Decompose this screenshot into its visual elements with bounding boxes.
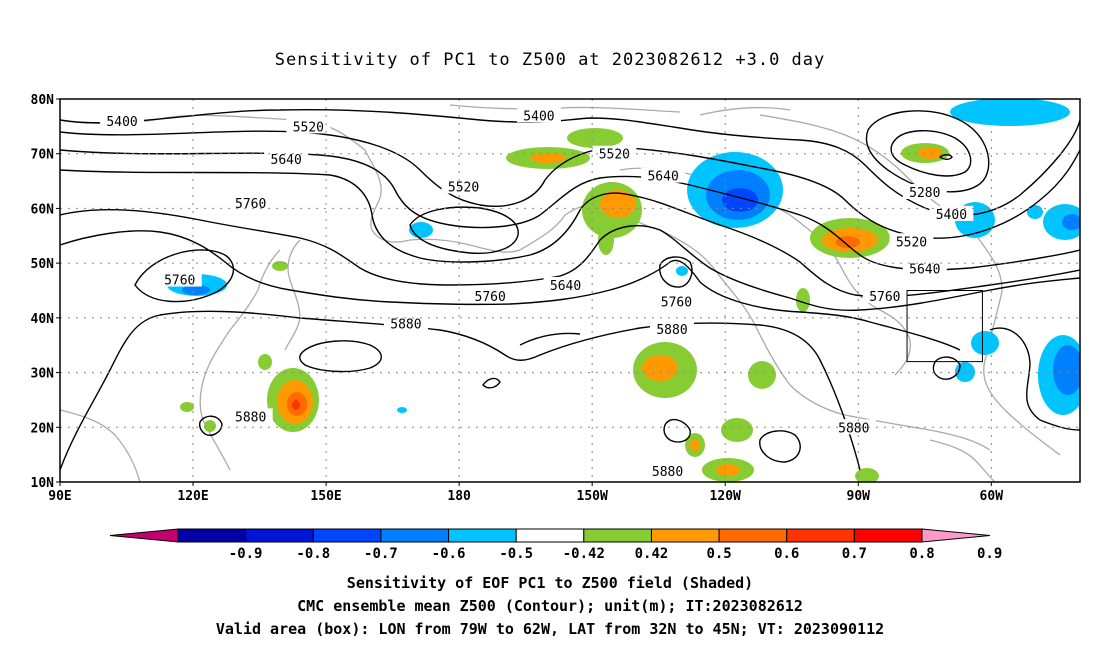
plot-frame: [59, 98, 1081, 483]
contour-label-bg: [862, 287, 907, 303]
lat-tick-label: 70N: [31, 148, 55, 163]
colorbar-swatch: [245, 528, 314, 543]
lat-tick-label: 80N: [31, 93, 55, 108]
contour-label-bg: [645, 463, 690, 479]
contour-label: 5640: [550, 279, 581, 294]
lon-tick-label: 150E: [310, 489, 341, 504]
contour-label: 5760: [235, 197, 266, 212]
lat-tick-label: 10N: [31, 476, 55, 491]
colorbar-swatch: [177, 528, 247, 543]
colorbar-label: -0.42: [563, 546, 605, 562]
contour-label: 5880: [235, 410, 266, 425]
colorbar-swatch: [650, 528, 720, 543]
lon-tick-label: 150W: [577, 489, 608, 504]
colorbar-label: 0.42: [635, 546, 669, 562]
colorbar-swatch: [312, 528, 382, 543]
contour-label-bg: [543, 277, 588, 293]
contour-label: 5280: [909, 186, 940, 201]
colorbar-label: -0.9: [229, 546, 263, 562]
contour-label: 5760: [661, 295, 692, 310]
contour-label-bg: [902, 184, 947, 200]
contour-label: 5520: [293, 120, 324, 135]
caption-shading: Sensitivity of EOF PC1 to Z500 field (Sh…: [346, 574, 754, 592]
contour-label: 5640: [647, 170, 678, 185]
contour-label: 5880: [656, 323, 687, 338]
lon-tick-label: 60W: [980, 489, 1004, 504]
contour-label: 5880: [390, 317, 421, 332]
contour-label: 5520: [896, 235, 927, 250]
contour-label-bg: [654, 293, 699, 309]
lon-tick-label: 120E: [177, 489, 208, 504]
contour-label-group: 5400 5520 5400 5640 5520 5640 5280 5760 5520 5400…: [100, 107, 974, 480]
colorbar-swatch: [448, 528, 517, 543]
colorbar: -0.9 -0.8 -0.7 -0.6 -0.5 -0.42 0.42 0.5 0.6 0.7 0.…: [109, 528, 1002, 562]
contour-label: 5880: [838, 421, 869, 436]
contour-label: 5400: [106, 115, 137, 130]
contour-label-bg: [592, 145, 637, 161]
colorbar-label: 0.8: [909, 546, 934, 562]
colorbar-label: -0.5: [499, 546, 533, 562]
colorbar-label: 0.9: [977, 546, 1002, 562]
valid-area-box: [906, 290, 983, 363]
lat-tick-label: 50N: [31, 257, 55, 272]
graticule: [60, 99, 1080, 482]
lon-tick-label: 120W: [710, 489, 741, 504]
colorbar-label: 0.7: [842, 546, 867, 562]
contour-label-bg: [100, 112, 145, 128]
z500-contours: [60, 108, 1080, 471]
contour-label: 5520: [448, 181, 479, 196]
colorbar-swatch: [853, 528, 923, 543]
contour-label-bg: [157, 271, 202, 287]
contour-label-bg: [650, 320, 694, 336]
lat-tick-label: 60N: [31, 202, 55, 217]
contour-label: 5760: [475, 290, 506, 305]
contour-label-bg: [228, 194, 273, 210]
page-title: Sensitivity of PC1 to Z500 at 2023082612…: [274, 50, 826, 70]
contour-label: 5520: [599, 148, 630, 163]
colorbar-label: -0.8: [296, 546, 330, 562]
colorbar-label: 0.6: [774, 546, 799, 562]
latitude-axis: 80N 70N 60N 50N 40N 30N 20N 10N: [31, 93, 60, 491]
lon-tick-label: 180: [447, 489, 471, 504]
contour-label: 5880: [652, 465, 683, 480]
colorbar-label: 0.5: [706, 546, 731, 562]
longitude-axis: 90E 120E 150E 180 150W 120W 90W 60W: [48, 482, 1003, 504]
caption-contour: CMC ensemble mean Z500 (Contour); unit(m…: [297, 597, 803, 615]
colorbar-label: -0.7: [364, 546, 398, 562]
colorbar-label: -0.6: [432, 546, 466, 562]
lon-tick-label: 90W: [847, 489, 871, 504]
colorbar-high-arrow: [921, 528, 991, 543]
contour-label-bg: [228, 408, 273, 424]
contour-label: 5400: [936, 208, 967, 223]
contour-label: 5640: [271, 153, 302, 168]
contour-label-bg: [929, 205, 974, 221]
colorbar-swatch: [380, 528, 450, 543]
lat-tick-label: 40N: [31, 312, 55, 327]
contour-label-bg: [286, 118, 331, 134]
colorbar-swatch: [718, 528, 788, 543]
lat-tick-label: 20N: [31, 421, 55, 436]
lon-tick-label: 90E: [48, 489, 71, 504]
contour-label: 5640: [909, 263, 940, 278]
sensitivity-map: 5400 5520 5400 5640 5520 5640 5280 5760 5520 5400…: [31, 93, 1081, 562]
colorbar-swatch: [583, 528, 652, 543]
contour-label-bg: [889, 233, 934, 249]
contour-label-bg: [468, 287, 513, 303]
contour-label: 5400: [523, 109, 554, 124]
colorbar-swatch: [786, 528, 855, 543]
sensitivity-shading: [167, 99, 1080, 482]
colorbar-low-arrow: [109, 528, 179, 543]
lat-tick-label: 30N: [31, 367, 55, 382]
caption-valid-area: Valid area (box): LON from 79W to 62W, L…: [215, 620, 885, 638]
colorbar-swatch: [515, 528, 585, 543]
contour-label: 5760: [164, 274, 195, 289]
contour-label-bg: [902, 260, 947, 276]
contour-label-bg: [264, 151, 309, 167]
contour-label: 5760: [869, 290, 900, 305]
contour-label-bg: [516, 107, 561, 123]
contour-label-bg: [641, 167, 686, 183]
contour-label-bg: [383, 315, 428, 331]
contour-label-bg: [441, 178, 486, 194]
